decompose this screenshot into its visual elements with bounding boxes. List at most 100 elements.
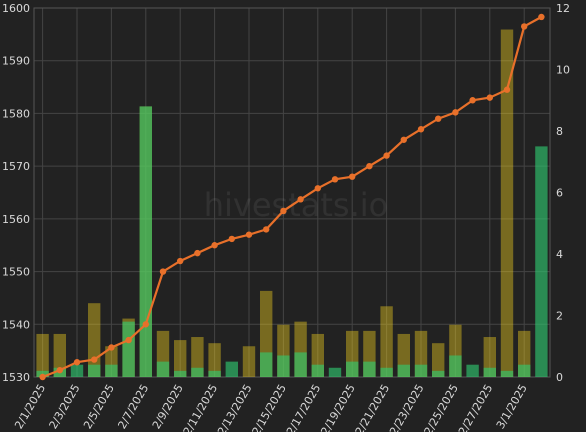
bar-green: [518, 364, 531, 377]
grid: [33, 7, 551, 378]
x-tick-label: 2/17/2025: [284, 382, 323, 432]
line-point: [125, 336, 132, 344]
x-tick-label: 2/23/2025: [387, 382, 426, 432]
x-tick-label: 2/1/2025: [12, 382, 48, 431]
bar-yellow: [36, 333, 49, 377]
line-point: [331, 176, 339, 183]
line-series: [39, 13, 545, 381]
bar-green: [174, 370, 187, 377]
y-left-tick-label: 1590: [2, 55, 30, 68]
line-point: [452, 109, 459, 116]
line-point: [228, 235, 235, 243]
line-point: [521, 23, 528, 30]
bar-green: [260, 352, 273, 377]
bar-green: [311, 364, 324, 377]
y-right-tick-label: 0: [556, 371, 563, 384]
bar-green: [277, 355, 290, 377]
line-point: [211, 242, 218, 249]
y-left-tick-label: 1580: [2, 107, 30, 120]
x-tick-label: 2/19/2025: [318, 382, 357, 432]
bar-green: [535, 146, 548, 377]
x-tick-label: 2/11/2025: [181, 382, 220, 432]
line-point: [297, 196, 304, 203]
line-point: [177, 257, 184, 265]
bar-green: [191, 367, 204, 377]
x-tick-label: 2/27/2025: [456, 382, 495, 432]
bar-green: [139, 106, 152, 378]
x-tick-label: 2/9/2025: [150, 382, 186, 431]
plot-frame: [33, 7, 551, 378]
line-point: [417, 126, 425, 133]
bar-green: [70, 364, 84, 377]
bar-yellow: [174, 340, 187, 377]
x-tick-label: 2/25/2025: [422, 382, 461, 432]
x-tick-label: 2/15/2025: [250, 382, 289, 432]
line-point: [73, 359, 81, 366]
x-tick-label: 3/1/2025: [494, 382, 530, 431]
bar-yellow: [53, 333, 66, 377]
bar-yellow: [432, 343, 445, 377]
line-point: [142, 321, 149, 328]
line-point: [349, 173, 356, 180]
y-right-tick-label: 2: [556, 310, 563, 323]
bar-series: [36, 29, 548, 378]
watermark-text: hivestats.io: [204, 186, 388, 224]
line-point: [56, 366, 63, 374]
bar-green: [156, 361, 170, 377]
line-point: [245, 231, 253, 238]
line-point: [263, 226, 270, 233]
x-tick-label: 2/13/2025: [215, 382, 254, 432]
x-tick-label: 2/21/2025: [353, 382, 392, 432]
y-left-tick-label: 1550: [2, 266, 30, 279]
y-left-tick-label: 1570: [2, 160, 30, 173]
line-point: [503, 86, 511, 93]
line-point: [538, 13, 545, 21]
bar-green: [397, 364, 410, 377]
bar-yellow: [242, 346, 256, 377]
x-tick-label: 2/5/2025: [81, 382, 117, 431]
line-point: [400, 136, 407, 143]
line-point: [159, 268, 167, 275]
bar-green: [414, 364, 428, 377]
line-point: [91, 356, 98, 363]
bar-green: [346, 361, 359, 377]
line-point: [194, 249, 201, 257]
line-point: [314, 185, 321, 192]
bar-green: [122, 321, 135, 377]
y-right-tick-label: 10: [556, 64, 570, 77]
y-left-tick-label: 1600: [2, 2, 30, 15]
y-left-tick-label: 1560: [2, 213, 30, 226]
line-point: [469, 97, 476, 104]
y-right-tick-label: 8: [556, 125, 563, 138]
bar-green: [208, 370, 221, 377]
bar-green: [466, 364, 479, 377]
bar-green: [500, 370, 514, 377]
bar-green: [328, 367, 342, 377]
y-right-tick-label: 6: [556, 187, 563, 200]
bar-yellow: [191, 337, 204, 377]
bar-green: [105, 364, 118, 377]
y-left-tick-label: 1540: [2, 318, 30, 331]
bar-green: [483, 367, 496, 377]
line-point: [39, 373, 46, 381]
line-point: [108, 344, 115, 351]
bar-yellow: [483, 337, 496, 377]
bar-green: [225, 361, 238, 377]
bar-green: [363, 361, 376, 377]
x-tick-label: 2/7/2025: [115, 382, 151, 431]
y-right-tick-label: 4: [556, 248, 563, 261]
bar-green: [432, 370, 445, 377]
line-point: [366, 162, 373, 170]
bar-green: [88, 364, 101, 377]
bar-yellow: [208, 343, 221, 377]
y-left-tick-label: 1530: [2, 371, 30, 384]
bar-green: [294, 352, 307, 377]
bar-green: [449, 355, 462, 377]
line-point: [280, 207, 287, 215]
line-point: [383, 152, 390, 159]
line-point: [486, 94, 493, 101]
bar-yellow: [380, 306, 393, 377]
line-point: [435, 115, 442, 122]
